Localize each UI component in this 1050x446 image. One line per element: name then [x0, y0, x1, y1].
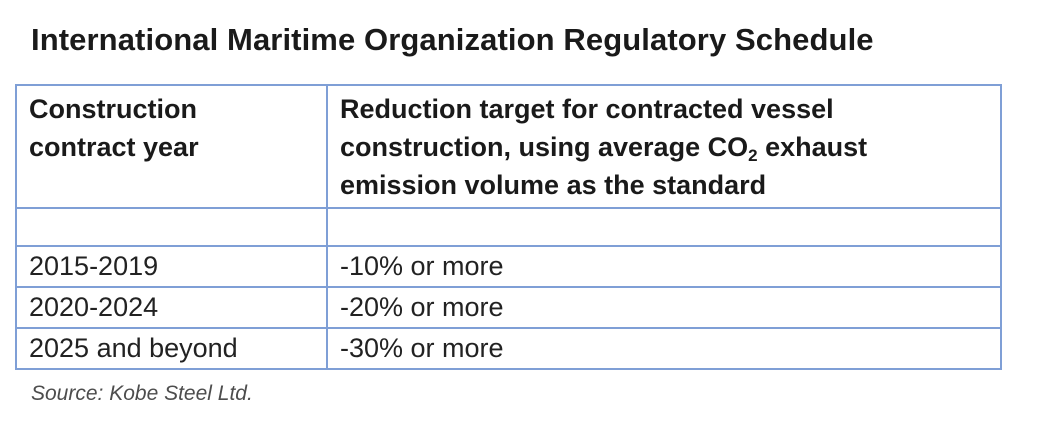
cell-year: 2020-2024	[15, 286, 328, 329]
header-col1-line1: Construction	[29, 94, 197, 124]
page-title: International Maritime Organization Regu…	[31, 22, 874, 57]
header-col2-line2b: exhaust	[757, 132, 868, 162]
cell-target: -30% or more	[326, 327, 1002, 370]
table-row: 2020-2024 -20% or more	[15, 286, 1002, 329]
table-row-empty	[15, 207, 1002, 247]
cell-target: -20% or more	[326, 286, 1002, 329]
regulatory-schedule-table: Construction contract year Reduction tar…	[15, 84, 1002, 370]
cell-year	[15, 207, 328, 247]
header-col1-line2: contract year	[29, 132, 199, 162]
table-header-row: Construction contract year Reduction tar…	[15, 84, 1002, 209]
header-col2-line3: emission volume as the standard	[340, 170, 767, 200]
table-row: 2025 and beyond -30% or more	[15, 327, 1002, 370]
header-co2-subscript: 2	[748, 146, 758, 165]
header-col2-line2a: construction, using average CO	[340, 132, 749, 162]
cell-target: -10% or more	[326, 245, 1002, 288]
table-row: 2015-2019 -10% or more	[15, 245, 1002, 288]
cell-target	[326, 207, 1002, 247]
cell-year: 2025 and beyond	[15, 327, 328, 370]
source-caption: Source: Kobe Steel Ltd.	[31, 382, 253, 405]
header-col2-line1: Reduction target for contracted vessel	[340, 94, 834, 124]
header-reduction-target: Reduction target for contracted vessel c…	[326, 84, 1002, 209]
header-construction-contract-year: Construction contract year	[15, 84, 328, 209]
cell-year: 2015-2019	[15, 245, 328, 288]
